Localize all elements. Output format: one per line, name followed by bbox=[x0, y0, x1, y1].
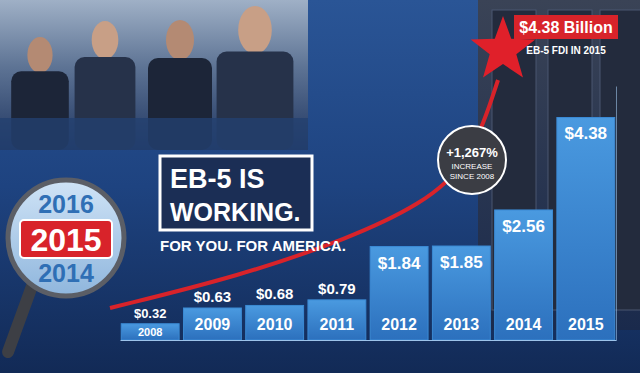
x-tick-label: 2014 bbox=[506, 316, 542, 333]
x-tick: 2012 bbox=[381, 316, 417, 340]
lens-highlight bbox=[20, 220, 112, 258]
photo-figure-head bbox=[238, 6, 272, 54]
x-axis: 2008 2009 2010 2011 2012 2013 2014 2015 bbox=[121, 316, 617, 341]
x-tick-label: 2015 bbox=[568, 316, 604, 333]
title-line: EB-5 IS bbox=[170, 164, 265, 194]
bar bbox=[183, 308, 241, 340]
y-axis bbox=[616, 87, 617, 341]
x-tick: 2010 bbox=[257, 316, 293, 340]
bar bbox=[557, 117, 615, 340]
bar bbox=[121, 324, 179, 340]
x-tick: 2014 bbox=[506, 316, 542, 340]
bar bbox=[308, 300, 366, 340]
bar bbox=[495, 210, 553, 340]
x-tick: 2011 bbox=[320, 316, 355, 340]
photo-figure-head bbox=[166, 20, 194, 60]
data-label: $0.32 bbox=[134, 306, 167, 321]
data-label: $0.79 bbox=[318, 280, 356, 297]
lens-year-highlight: 2015 bbox=[30, 222, 101, 258]
callout-title: $4.38 Billion bbox=[519, 19, 612, 36]
bar bbox=[246, 305, 304, 340]
bars bbox=[121, 117, 615, 340]
data-label: $1.84 bbox=[378, 254, 421, 273]
photo-figure-head bbox=[27, 37, 52, 73]
x-tick: 2013 bbox=[444, 316, 480, 340]
data-label: $0.68 bbox=[256, 285, 294, 302]
lens bbox=[8, 180, 124, 296]
x-tick: 2009 bbox=[195, 316, 231, 340]
bar bbox=[432, 246, 490, 340]
x-tick-label: 2013 bbox=[444, 316, 480, 333]
x-tick: 2015 bbox=[568, 316, 604, 340]
growth-value: +1,267% bbox=[446, 145, 498, 160]
x-axis-line bbox=[121, 340, 617, 341]
title: EB-5 IS WORKING. bbox=[170, 164, 301, 226]
photo-panel bbox=[0, 0, 308, 150]
chart-svg: 20082009201020112012201320142015$0.32$0.… bbox=[0, 0, 640, 373]
x-tick-label: 2011 bbox=[320, 316, 355, 333]
data-label: $1.85 bbox=[440, 253, 483, 272]
lens-handle bbox=[8, 286, 32, 352]
data-label: $4.38 bbox=[565, 124, 608, 143]
growth-note-line: INCREASE bbox=[452, 162, 493, 171]
x-tick: 2008 bbox=[138, 326, 162, 340]
growth-badge bbox=[438, 126, 506, 194]
photo-table bbox=[0, 118, 308, 150]
x-tick-label: 2012 bbox=[381, 316, 417, 333]
background bbox=[0, 0, 640, 373]
growth-note: INCREASESINCE 2008 bbox=[450, 162, 495, 181]
bar bbox=[370, 247, 428, 340]
data-labels: $0.32 $0.63 $0.68 $0.79 $1.84 $1.85 $2.56 $4.38 bbox=[134, 124, 607, 320]
callout-note: EB-5 FDI IN 2015 bbox=[526, 45, 606, 56]
chart-container: 20082009201020112012201320142015$0.32$0.… bbox=[0, 0, 640, 373]
data-label: $0.63 bbox=[194, 288, 232, 305]
growth-note-line: SINCE 2008 bbox=[450, 172, 495, 181]
y-axis-line bbox=[616, 87, 617, 341]
title-line: WORKING. bbox=[170, 198, 301, 226]
subtitle: FOR YOU. FOR AMERICA. bbox=[160, 237, 346, 254]
data-label: $2.56 bbox=[502, 217, 545, 236]
x-tick-label: 2009 bbox=[195, 316, 231, 333]
x-tick-label: 2010 bbox=[257, 316, 293, 333]
lens-year: 2014 bbox=[38, 259, 94, 287]
headline-box bbox=[160, 156, 312, 230]
lens-year: 2016 bbox=[38, 190, 94, 218]
x-tick-label: 2008 bbox=[138, 326, 162, 338]
callout-box bbox=[514, 15, 618, 39]
photo-figure-head bbox=[92, 21, 119, 59]
